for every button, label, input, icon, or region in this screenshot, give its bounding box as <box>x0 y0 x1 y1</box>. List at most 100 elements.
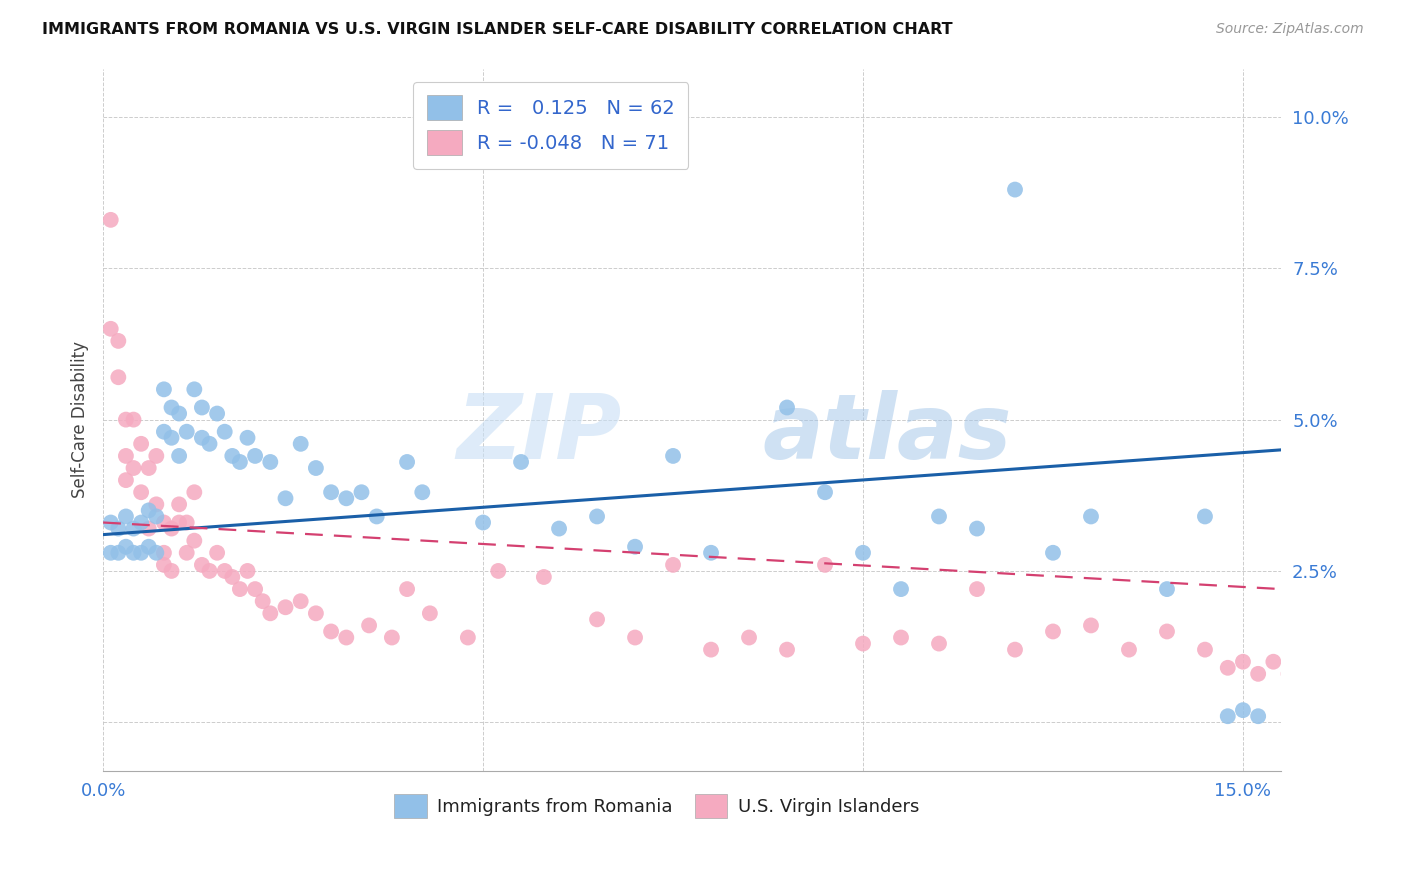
Point <box>167 497 190 511</box>
Point <box>100 212 122 227</box>
Point <box>852 546 875 560</box>
Point <box>1232 703 1254 717</box>
Point <box>319 624 342 639</box>
Legend: Immigrants from Romania, U.S. Virgin Islanders: Immigrants from Romania, U.S. Virgin Isl… <box>387 788 927 825</box>
Point <box>198 437 221 451</box>
Point <box>167 407 190 421</box>
Point <box>129 437 152 451</box>
Point <box>115 449 138 463</box>
Point <box>852 636 875 650</box>
Point <box>229 455 252 469</box>
Point <box>191 558 214 572</box>
Point <box>700 546 723 560</box>
Point <box>1247 666 1270 681</box>
Point <box>145 509 167 524</box>
Point <box>662 449 685 463</box>
Point <box>205 546 228 560</box>
Point <box>776 401 799 415</box>
Point <box>236 431 259 445</box>
Point <box>472 516 495 530</box>
Point <box>191 431 214 445</box>
Point <box>548 522 571 536</box>
Point <box>100 322 122 336</box>
Point <box>274 600 297 615</box>
Point <box>274 491 297 506</box>
Point <box>259 455 281 469</box>
Point <box>214 564 236 578</box>
Point <box>138 540 160 554</box>
Point <box>776 642 799 657</box>
Point <box>115 540 138 554</box>
Point <box>107 522 129 536</box>
Point <box>214 425 236 439</box>
Point <box>129 485 152 500</box>
Point <box>160 522 183 536</box>
Point <box>221 449 243 463</box>
Point <box>1247 709 1270 723</box>
Point <box>396 455 419 469</box>
Point <box>176 546 198 560</box>
Point <box>115 509 138 524</box>
Point <box>966 582 988 596</box>
Point <box>129 516 152 530</box>
Point <box>221 570 243 584</box>
Point <box>100 546 122 560</box>
Point <box>290 437 312 451</box>
Point <box>411 485 433 500</box>
Point <box>122 412 145 426</box>
Point <box>1263 655 1285 669</box>
Point <box>1232 655 1254 669</box>
Point <box>1194 509 1216 524</box>
Point <box>122 522 145 536</box>
Point <box>586 509 609 524</box>
Point <box>198 564 221 578</box>
Point <box>890 582 912 596</box>
Point <box>252 594 274 608</box>
Point <box>153 516 176 530</box>
Point <box>457 631 479 645</box>
Text: ZIP: ZIP <box>456 390 621 477</box>
Point <box>624 540 647 554</box>
Point <box>138 461 160 475</box>
Point <box>359 618 381 632</box>
Point <box>928 509 950 524</box>
Point <box>176 516 198 530</box>
Point <box>176 425 198 439</box>
Point <box>486 564 509 578</box>
Point <box>236 564 259 578</box>
Point <box>153 382 176 396</box>
Point <box>160 564 183 578</box>
Point <box>243 582 266 596</box>
Point <box>145 449 167 463</box>
Point <box>1042 546 1064 560</box>
Point <box>1042 624 1064 639</box>
Point <box>419 607 441 621</box>
Point <box>153 558 176 572</box>
Point <box>700 642 723 657</box>
Y-axis label: Self-Care Disability: Self-Care Disability <box>72 341 89 498</box>
Point <box>153 546 176 560</box>
Point <box>966 522 988 536</box>
Point <box>205 407 228 421</box>
Point <box>100 516 122 530</box>
Point <box>167 449 190 463</box>
Text: IMMIGRANTS FROM ROMANIA VS U.S. VIRGIN ISLANDER SELF-CARE DISABILITY CORRELATION: IMMIGRANTS FROM ROMANIA VS U.S. VIRGIN I… <box>42 22 953 37</box>
Point <box>115 412 138 426</box>
Point <box>1156 582 1178 596</box>
Point <box>160 401 183 415</box>
Point <box>183 485 205 500</box>
Point <box>1004 183 1026 197</box>
Point <box>381 631 404 645</box>
Point <box>738 631 761 645</box>
Point <box>122 461 145 475</box>
Point <box>1292 679 1315 693</box>
Point <box>183 382 205 396</box>
Point <box>160 431 183 445</box>
Point <box>1216 709 1239 723</box>
Point <box>229 582 252 596</box>
Text: Source: ZipAtlas.com: Source: ZipAtlas.com <box>1216 22 1364 37</box>
Point <box>510 455 533 469</box>
Point <box>183 533 205 548</box>
Point <box>1080 618 1102 632</box>
Point <box>138 522 160 536</box>
